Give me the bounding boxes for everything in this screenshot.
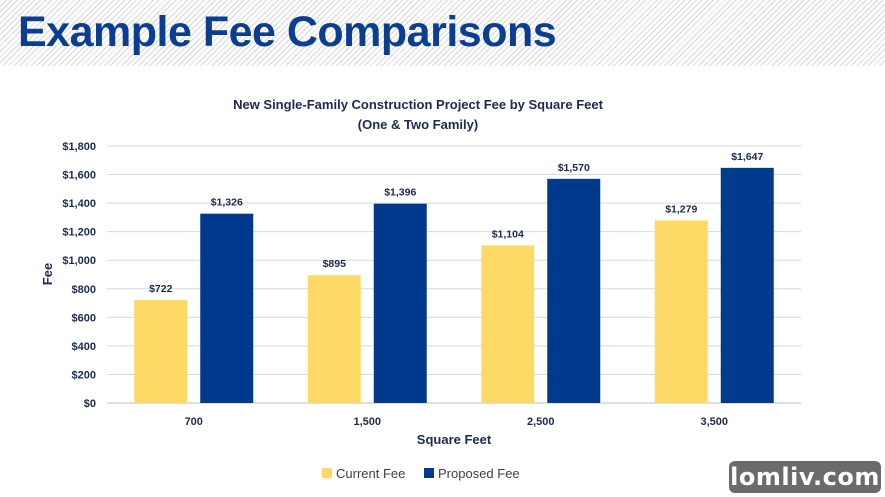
- bars: $722 $1,326 $895 $1,396 $1,104 $1,570 $1,279 $1…: [134, 151, 774, 403]
- header-band: [0, 0, 885, 66]
- y-tick-label: $1,200: [62, 227, 96, 239]
- legend: Current Fee Proposed Fee: [322, 466, 520, 481]
- legend-swatch: [322, 468, 332, 478]
- data-label: $1,279: [665, 203, 697, 215]
- y-tick-label: $400: [72, 341, 96, 353]
- y-tick-label: $1,600: [62, 170, 96, 182]
- legend-label: Current Fee: [336, 466, 405, 481]
- x-tick-label: 1,500: [353, 416, 381, 428]
- y-axis-title: Fee: [40, 263, 55, 285]
- data-label: $1,570: [558, 162, 590, 174]
- y-tick-label: $0: [84, 398, 96, 410]
- data-label: $1,396: [384, 187, 416, 199]
- bar-current-fee: [134, 299, 188, 403]
- y-tick-label: $1,800: [62, 141, 96, 153]
- legend-swatch: [424, 468, 434, 478]
- x-tick-label: 2,500: [527, 416, 555, 428]
- bar-proposed-fee: [720, 167, 774, 403]
- y-tick-label: $1,400: [62, 198, 96, 210]
- y-tick-label: $800: [72, 284, 96, 296]
- bar-current-fee: [654, 220, 708, 403]
- data-label: $1,647: [731, 151, 763, 163]
- y-tick-label: $200: [72, 369, 96, 381]
- x-axis-title: Square Feet: [417, 432, 492, 447]
- watermark: lomliv.com: [729, 461, 881, 493]
- y-tick-label: $600: [72, 312, 96, 324]
- legend-label: Proposed Fee: [438, 466, 520, 481]
- data-label: $1,326: [211, 197, 243, 209]
- bar-current-fee: [307, 275, 361, 403]
- bar-proposed-fee: [200, 213, 254, 403]
- bar-proposed-fee: [373, 203, 427, 403]
- x-tick-label: 700: [185, 416, 203, 428]
- bar-current-fee: [481, 245, 535, 403]
- x-axis-ticks: 700 1,500 2,500 3,500: [185, 416, 728, 428]
- y-axis-ticks: $0 $200 $400 $600 $800 $1,000 $1,200 $1,400 $1,6…: [62, 141, 96, 410]
- data-label: $1,104: [492, 228, 524, 240]
- data-label: $895: [323, 258, 347, 270]
- x-tick-label: 3,500: [700, 416, 728, 428]
- bar-proposed-fee: [547, 178, 601, 403]
- page-title: Example Fee Comparisons: [18, 8, 557, 56]
- y-tick-label: $1,000: [62, 255, 96, 267]
- chart-subtitle: (One & Two Family): [358, 117, 478, 132]
- data-label: $722: [149, 283, 173, 295]
- chart-title: New Single-Family Construction Project F…: [233, 97, 604, 112]
